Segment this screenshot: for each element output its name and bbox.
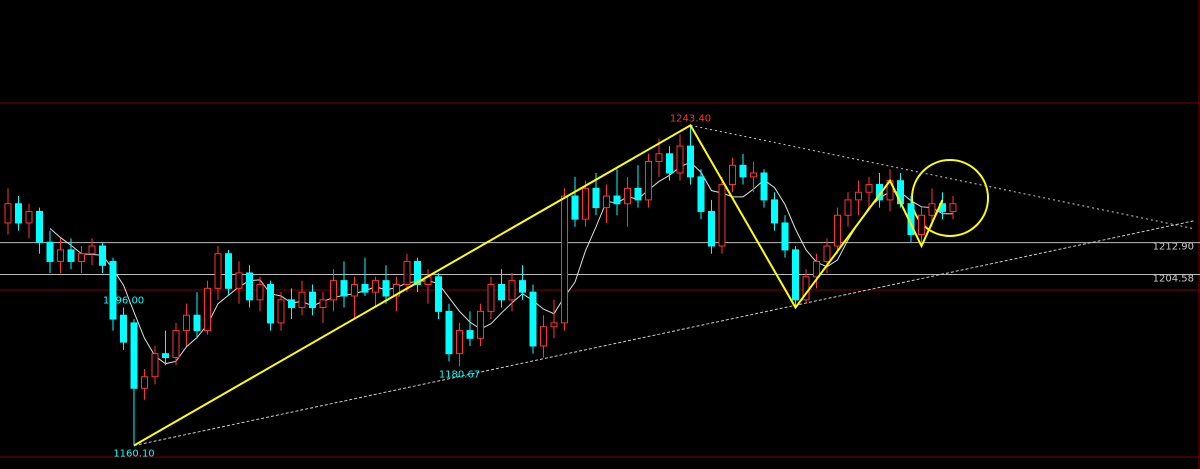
candle-body [309, 291, 316, 309]
candle-body [550, 322, 558, 328]
candle-body [4, 203, 12, 224]
candle-body [519, 280, 526, 293]
candle-body [414, 260, 421, 285]
candle-body [844, 199, 852, 216]
candle-body [330, 280, 337, 301]
moving-average [49, 161, 953, 365]
candle-body [88, 245, 96, 255]
candle-body [666, 153, 673, 174]
candle-body [834, 214, 841, 247]
candle-body [361, 283, 369, 293]
price-annotation: 1180.67 [439, 369, 480, 380]
candle-body [204, 287, 211, 332]
candle-body [372, 280, 379, 293]
candle-body [613, 195, 621, 205]
candle-body [141, 376, 148, 389]
candle-body [477, 310, 484, 339]
candle-body [172, 330, 180, 359]
candle-body [57, 249, 64, 262]
candle-body [120, 314, 127, 343]
candle-body [771, 199, 778, 224]
candle-body [466, 330, 474, 339]
candle-body [729, 164, 736, 186]
candle-body [865, 184, 873, 193]
candle-body [676, 145, 684, 174]
candle-body [487, 283, 495, 312]
candle-body [277, 299, 285, 324]
candle-body [298, 291, 306, 309]
candle-body [592, 187, 600, 209]
candle-body [687, 145, 694, 178]
candle-body [382, 280, 390, 297]
candle-body [781, 222, 789, 251]
candle-body [540, 326, 547, 347]
candle-body [918, 214, 925, 235]
candle-body [750, 172, 757, 178]
candle-body [193, 314, 201, 332]
candle-body [655, 153, 663, 162]
candle-body [582, 187, 589, 220]
candle-body [603, 195, 610, 209]
candle-body [162, 353, 169, 359]
candle-body [760, 172, 768, 201]
candle-body [225, 253, 232, 289]
candle-body [739, 164, 747, 178]
candle-body [256, 283, 264, 301]
candle-body [508, 280, 516, 301]
price-annotation: 1160.10 [113, 449, 154, 460]
candle-body [498, 283, 505, 301]
candle-body [15, 203, 22, 224]
candle-body [99, 245, 106, 266]
candle-body [435, 276, 442, 312]
trendline [133, 220, 1195, 447]
candle-body [529, 291, 537, 347]
candle-body [561, 195, 568, 324]
candle-body [624, 187, 631, 205]
candle-body [697, 176, 705, 212]
level-label: 1204.58 [1153, 274, 1194, 285]
candle-body [645, 160, 652, 201]
candle-body [813, 260, 820, 278]
candle-body [25, 210, 33, 224]
candle-body [718, 184, 726, 247]
candle-body [46, 241, 54, 262]
candle-body [246, 272, 253, 301]
candle-body [267, 283, 274, 324]
trendline [690, 124, 1195, 230]
candle-body [151, 353, 159, 378]
candle-body [928, 203, 936, 216]
candle-body [235, 272, 243, 289]
candle-body [351, 283, 358, 297]
candle-body [949, 203, 957, 212]
level-label: 1212.90 [1153, 242, 1194, 253]
price-annotation: 1243.40 [670, 113, 711, 124]
candle-body [792, 249, 799, 301]
candle-body [708, 210, 715, 247]
candle-body [130, 322, 138, 389]
candle-body [78, 253, 85, 262]
candle-body [288, 299, 295, 309]
candle-body [36, 210, 43, 243]
candle-body [319, 299, 327, 309]
candle-body [340, 280, 348, 297]
candle-body [571, 195, 579, 220]
candle-body [445, 310, 453, 355]
candle-body [183, 314, 190, 332]
candle-body [634, 187, 642, 201]
candle-body [403, 260, 411, 285]
candle-body [109, 260, 117, 320]
highlight-circle [911, 159, 989, 237]
candle-body [67, 249, 75, 262]
price-annotation: 1196.00 [103, 296, 144, 307]
zigzag-line [133, 123, 944, 447]
candle-body [456, 330, 463, 355]
candle-body [214, 253, 222, 289]
candle-body [823, 245, 831, 262]
candle-body [855, 191, 862, 201]
candle-body [393, 283, 400, 297]
